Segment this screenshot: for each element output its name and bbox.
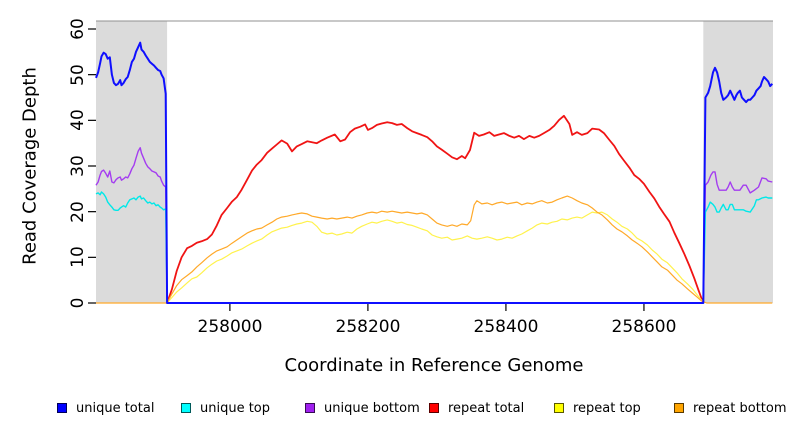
legend-swatch-repeat-bottom — [674, 403, 684, 413]
x-tick-label-258400: 258400 — [473, 317, 539, 337]
x-tick-label-258000: 258000 — [197, 317, 263, 337]
legend-item-repeat-total: repeat total — [429, 399, 524, 417]
legend-label-unique-bottom: unique bottom — [324, 400, 420, 416]
y-tick-label-0: 0 — [68, 297, 88, 309]
legend-swatch-repeat-total — [429, 403, 439, 413]
flank-shading-right-flank — [703, 21, 773, 303]
series-line-repeat-top — [166, 211, 706, 304]
y-tick-label-50: 50 — [68, 64, 88, 86]
legend-swatch-unique-total — [57, 403, 67, 413]
legend-swatch-unique-bottom — [305, 403, 315, 413]
y-axis-title: Read Coverage Depth — [19, 67, 41, 265]
x-axis-title: Coordinate in Reference Genome — [284, 355, 584, 376]
legend-swatch-unique-top — [181, 403, 191, 413]
legend-item-repeat-bottom: repeat bottom — [674, 399, 787, 417]
y-tick-label-60: 60 — [68, 18, 88, 40]
legend-label-repeat-total: repeat total — [448, 400, 525, 416]
y-tick-label-10: 10 — [68, 246, 88, 268]
legend-item-unique-top: unique top — [181, 399, 270, 417]
legend-label-repeat-top: repeat top — [573, 400, 641, 416]
series-line-repeat-total — [166, 114, 705, 304]
legend-label-repeat-bottom: repeat bottom — [693, 400, 787, 416]
series-line-repeat-bottom — [96, 195, 773, 304]
legend-item-unique-total: unique total — [57, 399, 154, 417]
legend-item-repeat-top: repeat top — [554, 399, 641, 417]
legend-label-unique-total: unique total — [76, 400, 155, 416]
series-line-unique-total — [95, 41, 774, 304]
legend-label-unique-top: unique top — [200, 400, 271, 416]
series-line-unique-bottom — [95, 146, 773, 304]
y-tick-label-40: 40 — [68, 109, 88, 131]
y-tick-label-20: 20 — [68, 201, 88, 223]
y-tick-label-30: 30 — [68, 155, 88, 177]
legend-item-unique-bottom: unique bottom — [305, 399, 420, 417]
legend-swatch-repeat-top — [554, 403, 564, 413]
x-tick-label-258600: 258600 — [611, 317, 677, 337]
series-line-unique-top — [95, 191, 773, 304]
x-tick-label-258200: 258200 — [335, 317, 401, 337]
